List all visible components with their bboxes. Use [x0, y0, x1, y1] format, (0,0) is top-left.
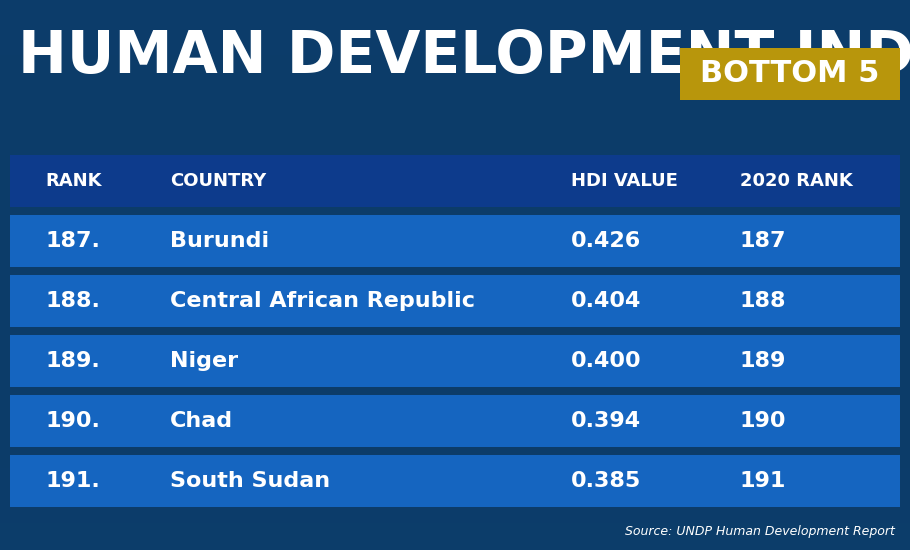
Text: 188.: 188.	[46, 291, 100, 311]
Text: RANK: RANK	[46, 172, 102, 190]
Bar	[0, 192, 910, 220]
Bar	[0, 82, 910, 110]
Text: Burundi: Burundi	[170, 231, 269, 251]
Bar	[0, 522, 910, 550]
Text: Chad: Chad	[170, 411, 233, 431]
Text: Central African Republic: Central African Republic	[170, 291, 475, 311]
Bar	[0, 110, 910, 138]
Text: 0.426: 0.426	[571, 231, 641, 251]
Text: HUMAN DEVELOPMENT INDEX 2021: HUMAN DEVELOPMENT INDEX 2021	[18, 28, 910, 85]
Bar	[0, 440, 910, 467]
Bar	[0, 358, 910, 385]
Bar	[0, 220, 910, 248]
Bar	[0, 330, 910, 358]
Text: 188: 188	[740, 291, 786, 311]
Text: 0.385: 0.385	[571, 471, 641, 491]
Text: 191.: 191.	[46, 471, 100, 491]
Text: Niger: Niger	[170, 351, 238, 371]
Text: BOTTOM 5: BOTTOM 5	[701, 59, 880, 89]
Text: 190.: 190.	[46, 411, 100, 431]
Bar	[0, 385, 910, 412]
Text: 2020 RANK: 2020 RANK	[740, 172, 853, 190]
Text: 0.394: 0.394	[571, 411, 641, 431]
Text: 191: 191	[740, 471, 786, 491]
Bar	[0, 165, 910, 192]
Bar	[0, 412, 910, 440]
Bar	[0, 0, 910, 28]
Bar	[0, 495, 910, 522]
Bar	[680, 48, 900, 100]
Bar	[0, 28, 910, 55]
Text: 189: 189	[740, 351, 786, 371]
Text: South Sudan: South Sudan	[170, 471, 330, 491]
Text: 187.: 187.	[46, 231, 100, 251]
Bar	[10, 455, 900, 507]
Text: HDI VALUE: HDI VALUE	[571, 172, 678, 190]
Bar	[10, 395, 900, 447]
Bar	[10, 215, 900, 267]
Bar	[0, 138, 910, 165]
Bar	[0, 275, 910, 302]
Bar	[0, 55, 910, 82]
Text: 187: 187	[740, 231, 786, 251]
Text: 189.: 189.	[46, 351, 100, 371]
Text: Source: UNDP Human Development Report: Source: UNDP Human Development Report	[625, 525, 895, 538]
Text: 190: 190	[740, 411, 786, 431]
Bar	[10, 335, 900, 387]
Text: 0.404: 0.404	[571, 291, 641, 311]
Text: COUNTRY: COUNTRY	[170, 172, 267, 190]
Bar	[10, 155, 900, 207]
Text: 0.400: 0.400	[571, 351, 642, 371]
Bar	[0, 468, 910, 495]
Bar	[0, 248, 910, 275]
Bar	[0, 302, 910, 330]
Bar	[10, 275, 900, 327]
